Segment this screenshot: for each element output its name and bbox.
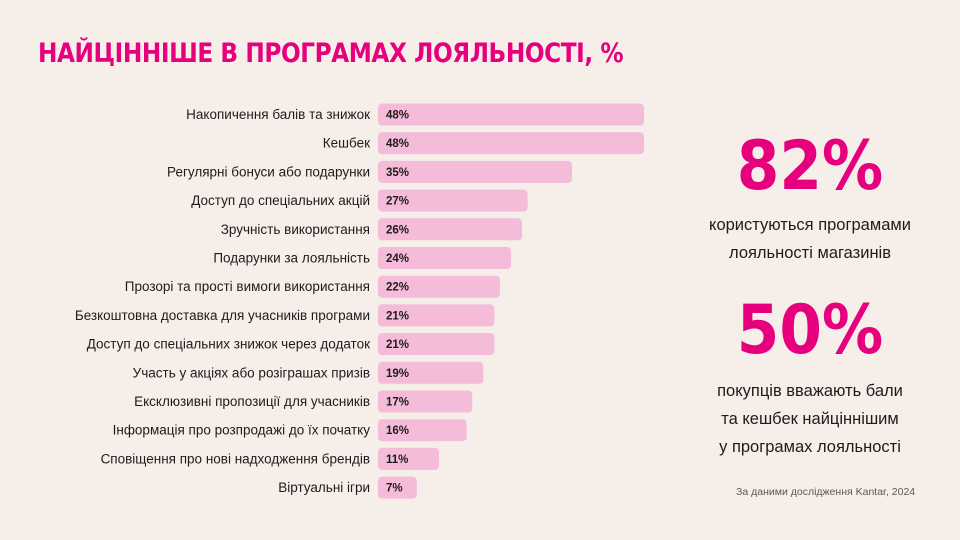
stat-block-points: 50% покупців вважають бали та кешбек най… — [660, 297, 960, 461]
bar — [378, 304, 495, 327]
category-label: Подарунки за лояльність — [213, 251, 370, 266]
stat-caption-line: лояльності магазинів — [729, 244, 891, 262]
bar — [378, 476, 417, 499]
bar — [378, 189, 528, 212]
bar — [378, 247, 511, 269]
value-label: 22% — [386, 282, 409, 294]
stat-caption-points: покупців вважають бали та кешбек найцінн… — [660, 377, 960, 461]
bar — [378, 361, 484, 384]
bar — [378, 333, 495, 356]
category-label: Віртуальні ігри — [278, 480, 370, 495]
stat-caption-line: у програмах лояльності — [719, 438, 901, 456]
value-label: 48% — [386, 110, 409, 122]
value-label: 19% — [386, 368, 409, 380]
value-label: 21% — [386, 339, 409, 351]
source-note: За даними дослідження Kantar, 2024 — [736, 486, 916, 498]
page-title: НАЙЦІННІШЕ В ПРОГРАМАХ ЛОЯЛЬНОСТІ, % — [38, 38, 624, 69]
category-label: Регулярні бонуси або подарунки — [167, 164, 370, 179]
stat-caption-line: покупців вважають бали — [717, 382, 903, 400]
stat-block-users: 82% користуються програмами лояльності м… — [660, 133, 960, 267]
category-label: Доступ до спеціальних акцій — [191, 193, 370, 208]
bar-chart: Накопичення балів та знижок 48% Кешбек 48% Р… — [75, 103, 644, 499]
bar — [378, 447, 439, 470]
bar — [378, 103, 644, 126]
category-label: Кешбек — [323, 136, 370, 151]
bar — [378, 390, 473, 413]
category-label: Ексклюзивні пропозиції для учасників — [134, 394, 370, 409]
category-label: Безкоштовна доставка для учасників прогр… — [75, 308, 370, 323]
value-label: 16% — [386, 425, 409, 437]
stat-caption-line: та кешбек найціннішим — [721, 410, 899, 428]
bar — [378, 419, 467, 442]
category-label: Зручність використання — [221, 222, 370, 237]
stat-caption-users: користуються програмами лояльності магаз… — [660, 211, 960, 267]
stat-caption-line: користуються програмами — [709, 216, 911, 234]
stat-value-points: 50% — [736, 291, 884, 370]
category-label: Сповіщення про нові надходження брендів — [101, 451, 370, 466]
value-label: 35% — [386, 167, 409, 179]
value-label: 48% — [386, 138, 409, 150]
bar — [378, 160, 572, 183]
value-label: 17% — [386, 397, 409, 409]
bar — [378, 275, 500, 298]
category-label: Доступ до спеціальних знижок через додат… — [87, 337, 370, 352]
value-label: 26% — [386, 224, 409, 236]
value-label: 7% — [386, 483, 403, 495]
value-label: 27% — [386, 196, 409, 208]
category-label: Прозорі та прості вимоги використання — [125, 279, 370, 294]
bar — [378, 218, 523, 241]
stat-value-users: 82% — [736, 127, 884, 206]
category-label: Накопичення балів та знижок — [186, 107, 370, 122]
value-label: 11% — [386, 454, 408, 466]
bar — [378, 132, 644, 155]
value-label: 24% — [386, 253, 409, 265]
category-label: Участь у акціях або розіграшах призів — [133, 365, 370, 380]
value-label: 21% — [386, 310, 409, 322]
category-label: Інформація про розпродажі до їх початку — [113, 423, 371, 438]
